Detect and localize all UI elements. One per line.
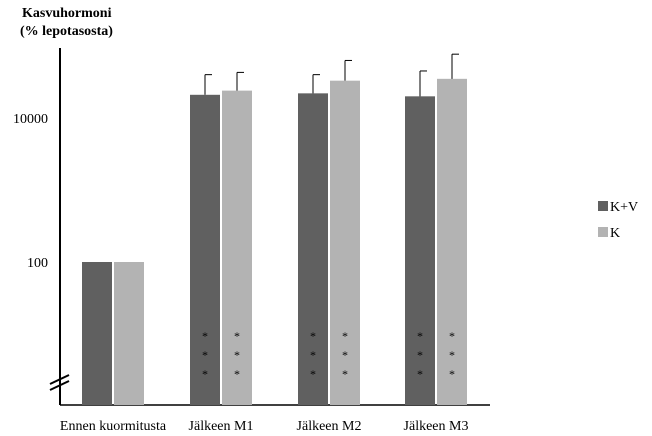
legend: K+V K [598,200,638,241]
x-tick-label: Ennen kuormitusta [60,419,167,434]
bar [298,93,328,405]
x-tick-label: Jälkeen M3 [404,419,469,434]
chart-title-line-2: (% lepotasosta) [20,24,113,39]
legend-swatch [598,227,608,237]
bar [114,262,144,405]
y-tick-label: 100 [27,256,48,271]
bar [437,78,467,406]
significance-annotation: * * * [310,329,316,381]
significance-annotation: * * * [202,329,208,381]
y-tick-label: 10000 [13,112,48,127]
significance-annotation: * * * [342,329,348,381]
significance-annotation: * * * [234,329,240,381]
significance-annotation: * * * [449,329,455,381]
x-tick-label: Jälkeen M1 [189,419,254,434]
chart-title-line-1: Kasvuhormoni [22,6,112,21]
significance-annotation: * * * [417,329,423,381]
axis-break-mark [49,380,70,391]
bar [405,96,435,406]
bar [190,94,220,406]
legend-swatch [598,201,608,211]
legend-label: K [610,226,620,241]
legend-label: K+V [610,200,638,215]
axis-break-mark [49,374,70,385]
bar [330,80,360,406]
x-tick-label: Jälkeen M2 [297,419,362,434]
bar [222,90,252,406]
bar [82,262,112,405]
plot-area: 100 10000 Ennen kuormitusta Jälkeen M1 Jälke… [13,48,490,434]
